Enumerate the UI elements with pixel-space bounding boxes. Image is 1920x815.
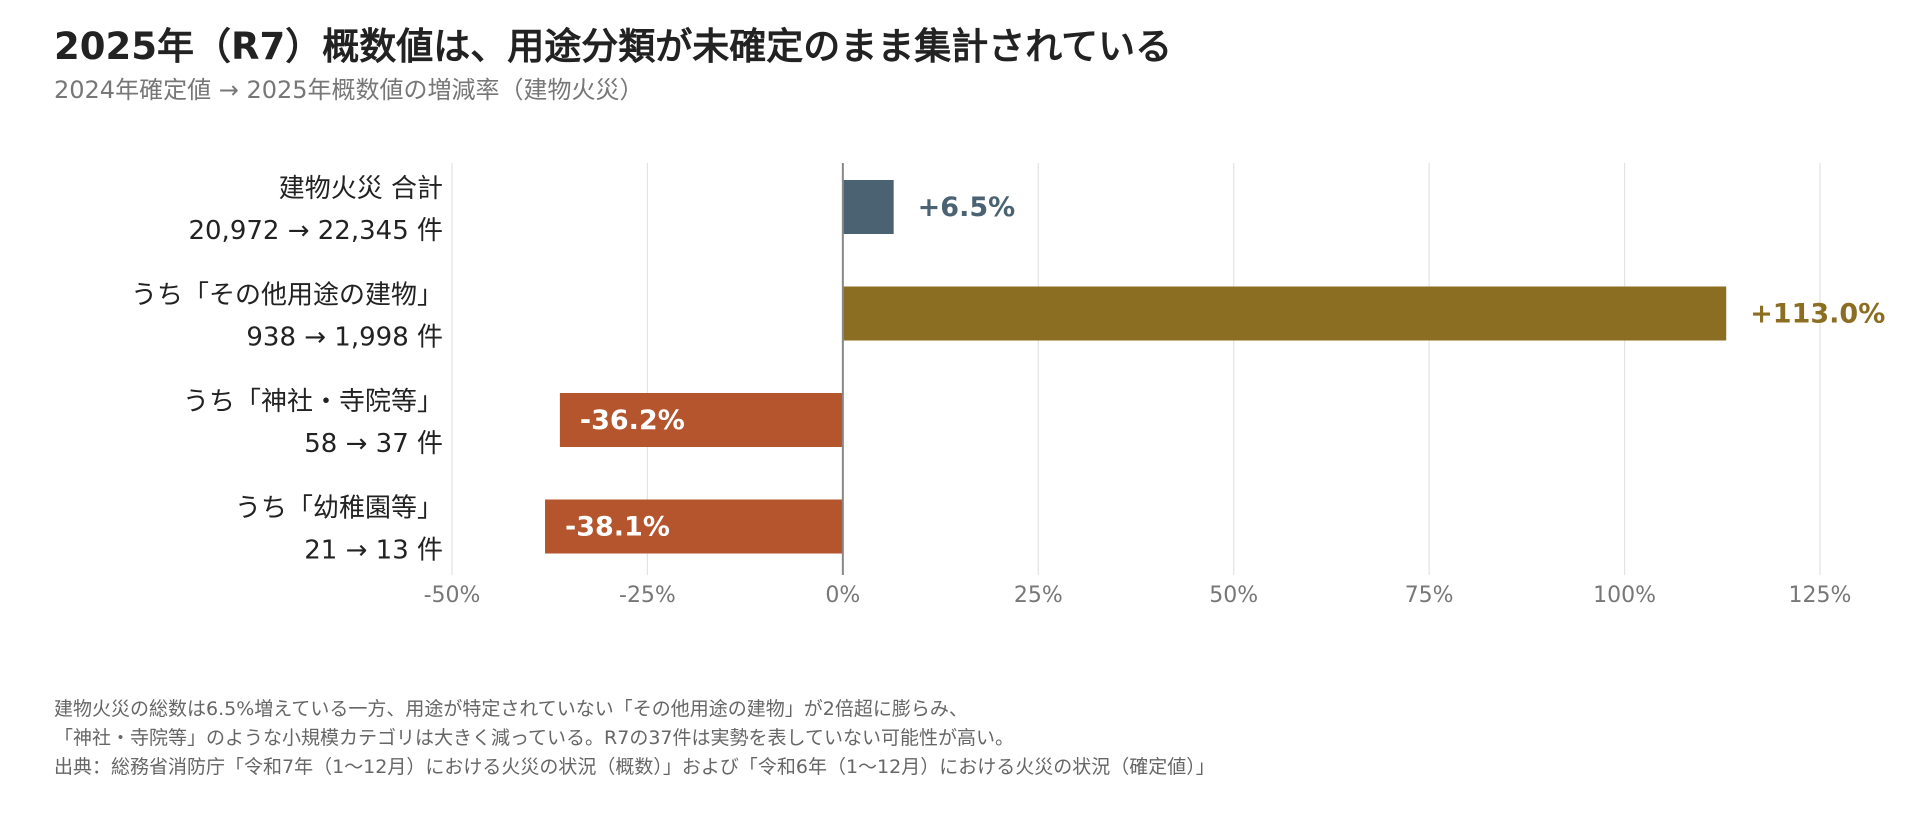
chart-title: 2025年（R7）概数値は、用途分類が未確定のまま集計されている — [54, 25, 1173, 68]
footnote-source: 出典：総務省消防庁「令和7年（1〜12月）における火災の状況（概数）」および「令… — [54, 756, 1215, 778]
footnote-line-2: 「神社・寺院等」のような小規模カテゴリは大きく減っている。R7の37件は実勢を表… — [54, 727, 1014, 749]
data-label: +6.5% — [918, 192, 1016, 223]
bar-chart: -50% -25% 0% 25% 50% 75% 100% 125% 建物火災 合計 20,972… — [131, 163, 1885, 608]
bar — [559, 393, 843, 447]
x-tick-label: 50% — [1209, 583, 1258, 608]
category-label: うち「神社・寺院等」 — [183, 387, 443, 417]
x-tick-label: 75% — [1405, 583, 1454, 608]
bar — [545, 499, 843, 554]
category-count-label: 20,972 → 22,345 件 — [188, 216, 443, 246]
category-count-label: 21 → 13 件 — [304, 536, 443, 566]
bar — [842, 180, 894, 234]
footnote-line-1: 建物火災の総数は6.5%増えている一方、用途が特定されていない「その他用途の建物… — [54, 698, 968, 720]
x-tick-label: 125% — [1789, 583, 1852, 608]
category-label: うち「その他用途の建物」 — [131, 281, 443, 311]
x-tick-label: 0% — [825, 583, 860, 608]
category-label: うち「幼稚園等」 — [235, 494, 443, 524]
data-label: +113.0% — [1750, 299, 1885, 330]
chart-subtitle: 2024年確定値 → 2025年概数値の増減率（建物火災） — [54, 76, 644, 104]
x-tick-label: -25% — [619, 583, 676, 608]
data-label: -38.1% — [565, 512, 670, 543]
x-tick-label: -50% — [424, 583, 481, 608]
category-label: 建物火災 合計 — [279, 174, 443, 204]
footnotes: 建物火災の総数は6.5%増えている一方、用途が特定されていない「その他用途の建物… — [54, 695, 1215, 782]
x-tick-label: 100% — [1593, 583, 1656, 608]
x-tick-label: 25% — [1014, 583, 1063, 608]
category-count-label: 58 → 37 件 — [304, 429, 443, 459]
category-count-label: 938 → 1,998 件 — [246, 323, 443, 353]
bar — [842, 286, 1727, 341]
data-label: -36.2% — [580, 405, 685, 436]
